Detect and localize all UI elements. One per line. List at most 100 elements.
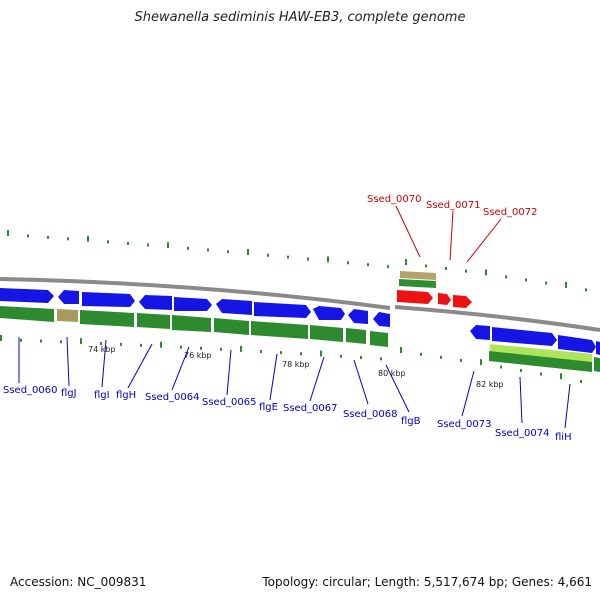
- bottom-tick-dot-9: [180, 345, 182, 349]
- top-tick-dot-2: [47, 235, 49, 239]
- genome-title: Shewanella sediminis HAW-EB3, complete g…: [134, 10, 466, 25]
- accession-text: Accession: NC_009831: [10, 575, 147, 589]
- bottom-tick-dot-right-9: [580, 380, 582, 384]
- label-ssed-0074: Ssed_0074: [495, 428, 550, 439]
- scale-label-80kbp: 80 kbp: [378, 369, 406, 378]
- bottom-tick-dot-3: [60, 340, 62, 344]
- top-tick-dot-0: [7, 230, 9, 236]
- bottom-tick-dot-right-0: [400, 347, 402, 353]
- top-tick-dot-right-1: [425, 264, 427, 268]
- green-block-7: [310, 325, 343, 342]
- green-block-4: [172, 315, 211, 332]
- top-leader-lines: [395, 205, 502, 263]
- top-tick-dot-6: [127, 241, 129, 245]
- green-block-10: [489, 351, 592, 372]
- label-ssed-0064: Ssed_0064: [145, 392, 200, 403]
- top-tick-dot-right-8: [565, 281, 567, 288]
- top-tick-dot-right-0: [405, 259, 407, 265]
- top-tick-dot-5: [107, 240, 109, 244]
- top-tick-dot-11: [227, 250, 229, 254]
- bottom-tick-dot-right-7: [540, 372, 542, 376]
- gene-flgB: [373, 312, 390, 327]
- label-fliH: fliH: [555, 432, 572, 443]
- scale-label-78kbp: 78 kbp: [282, 360, 310, 369]
- bottom-tick-dot-right-6: [520, 368, 522, 372]
- bottom-tick-dot-11: [220, 347, 222, 351]
- top-tick-dot-right-3: [465, 269, 467, 273]
- gene-ssed-0073: [470, 325, 490, 340]
- green-block-2: [80, 310, 134, 327]
- top-tick-dot-15: [307, 257, 309, 261]
- gene-fliH: [558, 335, 596, 353]
- scale-label-74kbp: 74 kbp: [88, 345, 116, 354]
- gene-ssed-0070-tan-strip: [400, 271, 436, 280]
- gene-flgE: [254, 302, 311, 318]
- reverse-genes: [0, 306, 600, 372]
- upper-track-fragment: [397, 271, 472, 308]
- top-tick-dot-right-2: [445, 266, 447, 270]
- label-flgE: flgE: [259, 402, 278, 413]
- gene-ssed-0072: [453, 295, 472, 308]
- top-tick-dot-17: [347, 261, 349, 265]
- green-block-6: [251, 321, 308, 339]
- backbone-left: [0, 277, 391, 310]
- top-tick-dot-12: [247, 248, 249, 255]
- label-flgB: flgB: [401, 416, 421, 427]
- bottom-tick-dot-12: [240, 345, 242, 352]
- top-tick-dot-18: [367, 263, 369, 267]
- top-gene-labels: Ssed_0070 Ssed_0071 Ssed_0072: [367, 194, 538, 218]
- top-tick-dot-16: [327, 256, 329, 263]
- top-tick-dot-14: [287, 255, 289, 259]
- green-block-3: [137, 313, 170, 329]
- genome-summary-text: Topology: circular; Length: 5,517,674 bp…: [262, 575, 592, 589]
- gene-ssed-0070-reverse-strip: [399, 279, 436, 288]
- bottom-tick-dot-right-2: [440, 355, 442, 359]
- top-tick-dots: [7, 230, 587, 292]
- top-tick-dot-1: [27, 234, 29, 238]
- top-tick-dot-right-6: [525, 278, 527, 282]
- top-tick-dot-9: [187, 246, 189, 250]
- bottom-tick-dot-10: [200, 346, 202, 350]
- gene-flgH: [139, 295, 172, 310]
- bottom-tick-dot-right-3: [460, 358, 462, 362]
- bottom-tick-dot-13: [260, 350, 262, 353]
- bottom-tick-dot-15: [300, 352, 302, 356]
- gene-ssed-0060: [0, 288, 54, 303]
- bottom-tick-dot-4: [80, 338, 82, 345]
- scale-label-82kbp: 82 kbp: [476, 380, 504, 389]
- bottom-tick-dot-16: [320, 350, 322, 357]
- bottom-tick-dot-1: [20, 338, 22, 342]
- label-ssed-0067: Ssed_0067: [283, 403, 338, 414]
- bottom-tick-dot-7: [140, 343, 142, 347]
- green-block-5: [214, 318, 249, 335]
- bottom-tick-dot-right-5: [500, 365, 502, 369]
- top-tick-dot-10: [207, 248, 209, 252]
- label-flgJ: flgJ: [61, 388, 77, 399]
- forward-genes: [0, 288, 600, 355]
- green-block-11: [594, 357, 600, 372]
- green-block-9: [370, 331, 388, 347]
- bottom-tick-dot-17: [340, 354, 342, 358]
- top-tick-dot-8: [167, 242, 169, 249]
- scale-labels: 74 kbp 76 kbp 78 kbp 80 kbp 82 kbp: [88, 345, 504, 389]
- gene-ssed-0065: [216, 299, 252, 315]
- top-tick-dot-7: [147, 243, 149, 247]
- bottom-gene-labels: Ssed_0060 flgJ flgI flgH Ssed_0064 Ssed_…: [3, 385, 572, 443]
- label-flgI: flgI: [94, 390, 110, 401]
- bottom-tick-dot-right-1: [420, 352, 422, 356]
- green-block-1: [0, 306, 54, 322]
- bottom-tick-dot-14: [280, 351, 282, 355]
- bottom-tick-dot-19: [380, 357, 382, 361]
- top-tick-dot-3: [67, 237, 69, 241]
- bottom-tick-dot-6: [120, 342, 122, 346]
- scale-label-76kbp: 76 kbp: [184, 351, 212, 360]
- bottom-tick-dot-right-8: [560, 373, 562, 380]
- label-ssed-0060: Ssed_0060: [3, 385, 58, 396]
- gene-flgI: [82, 292, 135, 307]
- label-ssed-0065: Ssed_0065: [202, 397, 257, 408]
- gene-ssed-0070: [397, 290, 433, 304]
- bottom-tick-dots: [0, 335, 582, 384]
- gene-ssed-0074: [492, 327, 557, 346]
- gene-ssed-0067: [313, 306, 345, 320]
